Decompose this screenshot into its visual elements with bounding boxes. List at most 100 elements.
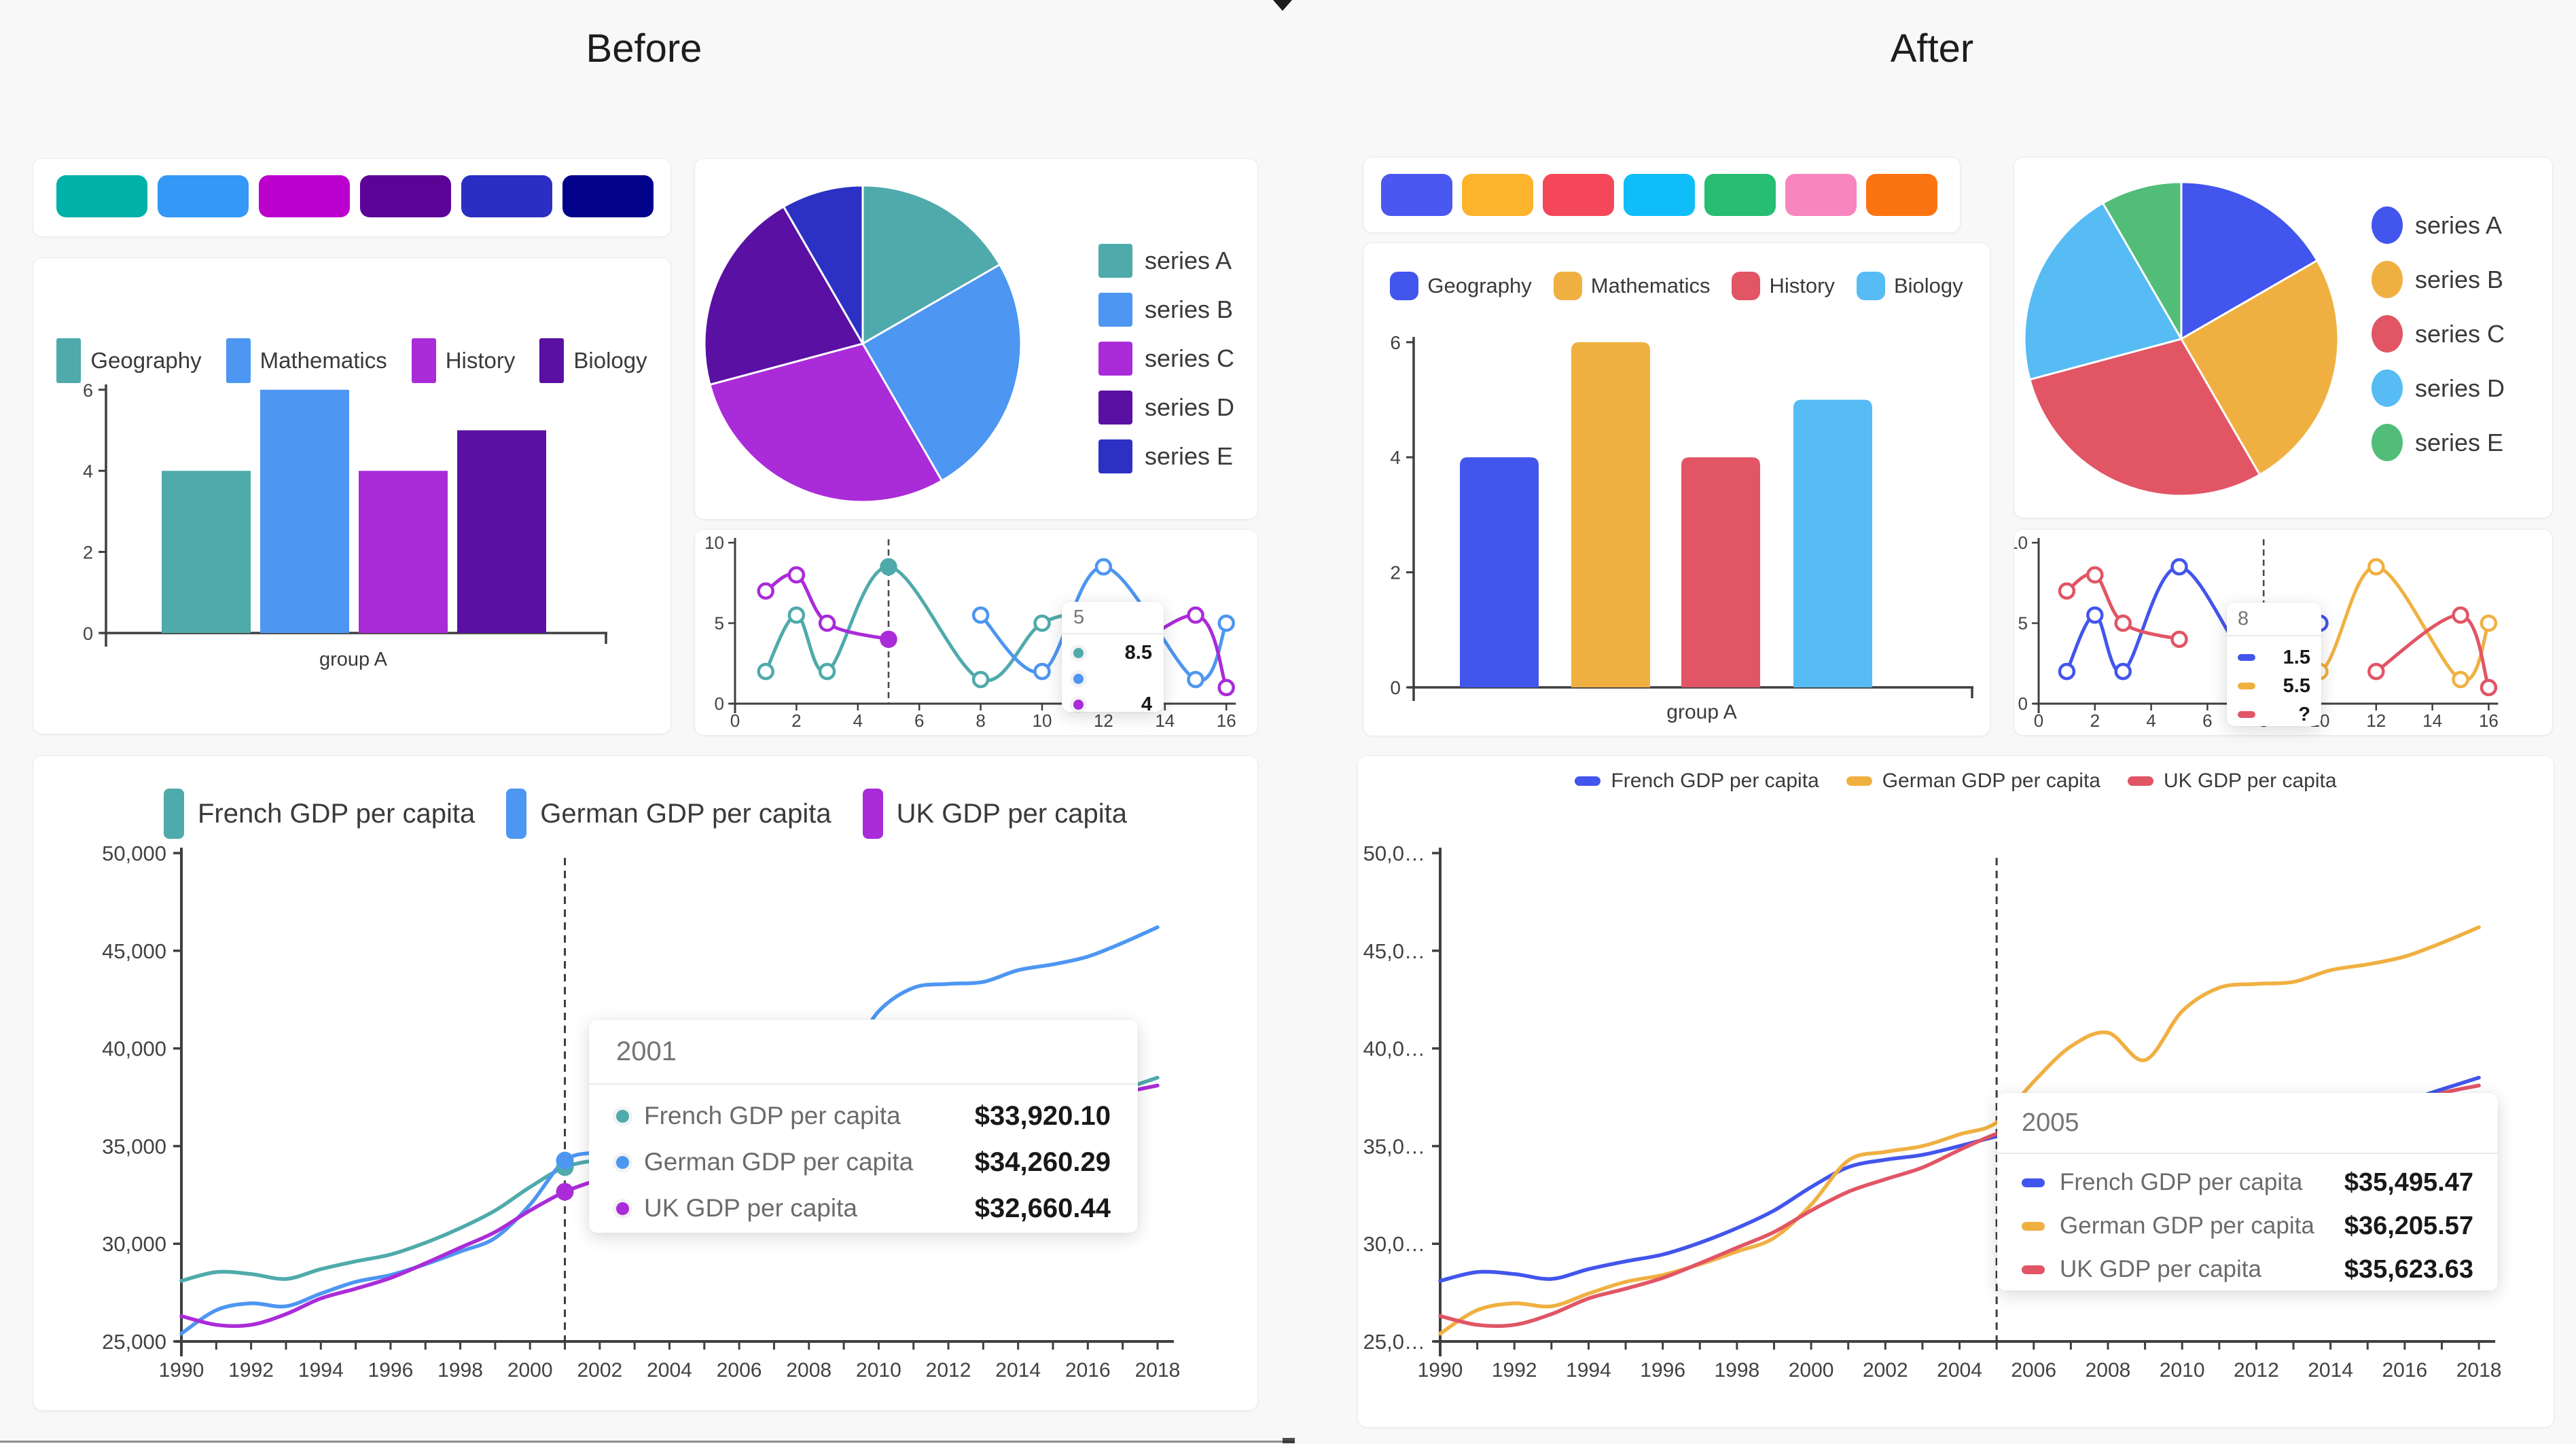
tooltip-row (1073, 666, 1152, 691)
axis-label: 1996 (1640, 1359, 1685, 1382)
tooltip-value: $36,205.57 (2344, 1211, 2473, 1240)
tooltip-row: German GDP per capita $34,260.29 (616, 1139, 1111, 1185)
legend-item[interactable]: French GDP per capita (1575, 770, 1819, 793)
highlight-point[interactable] (880, 631, 897, 648)
series-line[interactable] (2064, 572, 2181, 641)
data-point[interactable] (2452, 606, 2469, 624)
data-point[interactable] (1217, 679, 1235, 697)
axis-label: 4 (1390, 447, 1401, 468)
series-line[interactable] (764, 565, 1105, 683)
legend-item[interactable]: series C (1098, 342, 1234, 376)
data-point[interactable] (2086, 566, 2104, 584)
data-point[interactable] (1094, 558, 1113, 576)
legend-item[interactable]: German GDP per capita (506, 789, 831, 839)
data-point[interactable] (2480, 679, 2498, 697)
bar[interactable] (457, 430, 546, 634)
legend-item[interactable]: series B (1098, 293, 1234, 327)
data-point[interactable] (2480, 614, 2498, 632)
pie-slice[interactable] (709, 342, 943, 503)
data-point[interactable] (757, 582, 774, 600)
bar[interactable] (1460, 457, 1539, 687)
tooltip-row: French GDP per capita $33,920.10 (616, 1093, 1111, 1139)
pie-chart-card-before: series A series B series C series D series E (694, 158, 1258, 520)
data-point[interactable] (787, 566, 806, 584)
bar[interactable] (359, 471, 448, 633)
pie-slice[interactable] (861, 264, 1022, 482)
legend-item[interactable]: series A (2372, 206, 2505, 244)
data-point[interactable] (1033, 662, 1051, 681)
series-line[interactable] (764, 572, 891, 641)
data-point[interactable] (818, 614, 836, 632)
pie-slice[interactable] (783, 184, 864, 345)
data-point[interactable] (1033, 614, 1051, 632)
data-point[interactable] (2170, 630, 2188, 648)
legend-item[interactable]: Biology (539, 338, 647, 383)
pie-slice[interactable] (2180, 259, 2340, 476)
tooltip-label: UK GDP per capita (2060, 1256, 2261, 1282)
data-point[interactable] (1187, 606, 1204, 624)
data-point[interactable] (2114, 662, 2132, 681)
data-point[interactable] (2452, 670, 2469, 689)
highlight-point[interactable] (556, 1151, 574, 1170)
bar[interactable] (1793, 399, 1872, 688)
series-dash (2238, 654, 2255, 661)
legend-item[interactable]: UK GDP per capita (2127, 770, 2337, 793)
bar[interactable] (162, 471, 251, 633)
axis-label: 45,000 (102, 939, 166, 963)
legend-swatch (411, 338, 436, 383)
data-point[interactable] (971, 606, 990, 624)
legend-item[interactable]: series E (2372, 424, 2505, 461)
axis-label: 2006 (717, 1359, 762, 1382)
data-point[interactable] (2367, 662, 2385, 681)
data-point[interactable] (1217, 614, 1235, 632)
pie-slice[interactable] (2180, 181, 2319, 340)
bar[interactable] (1571, 342, 1650, 687)
legend-item[interactable]: series D (1098, 391, 1234, 425)
data-point[interactable] (2086, 606, 2104, 624)
legend-item[interactable]: History (411, 338, 515, 383)
legend-item[interactable]: Biology (1856, 272, 1963, 300)
series-line[interactable] (1438, 925, 2481, 1336)
highlight-point[interactable] (880, 558, 897, 575)
data-point[interactable] (2058, 662, 2076, 681)
data-point[interactable] (2058, 582, 2076, 600)
bar[interactable] (1681, 457, 1760, 687)
legend-item[interactable]: UK GDP per capita (862, 789, 1127, 839)
legend-item[interactable]: German GDP per capita (1846, 770, 2100, 793)
data-point[interactable] (2367, 558, 2385, 576)
legend-item[interactable]: Mathematics (1553, 272, 1710, 300)
axis-label: 2018 (1135, 1359, 1181, 1382)
legend-item[interactable]: series C (2372, 315, 2505, 353)
legend-item[interactable]: Geography (56, 338, 202, 383)
highlight-point[interactable] (556, 1183, 574, 1201)
palette-swatch (360, 175, 451, 217)
line-chart-card-before: 0 2 4 6 8 10 12 14 16 0 5 10 5 8.5 4 (694, 529, 1258, 736)
legend-item[interactable]: series E (1098, 439, 1234, 473)
pie-slice[interactable] (703, 205, 864, 386)
axis-label: 1992 (1492, 1359, 1537, 1382)
pie-slice[interactable] (2028, 338, 2261, 497)
screen-edge-line (0, 1441, 1295, 1443)
pie-slice[interactable] (2023, 202, 2183, 381)
data-point[interactable] (1187, 670, 1204, 689)
axis-label: 2010 (856, 1359, 901, 1382)
legend-item[interactable]: series A (1098, 244, 1234, 278)
legend-item[interactable]: History (1732, 272, 1835, 300)
legend-item[interactable]: series B (2372, 261, 2505, 298)
legend-item[interactable]: series D (2372, 369, 2505, 407)
data-point[interactable] (2170, 558, 2188, 576)
bar[interactable] (260, 389, 349, 633)
legend-item[interactable]: Mathematics (226, 338, 387, 383)
tooltip-value: $33,920.10 (974, 1100, 1111, 1131)
legend-item[interactable]: French GDP per capita (163, 789, 475, 839)
data-point[interactable] (2114, 614, 2132, 632)
legend-swatch (1732, 272, 1761, 300)
pie-slice[interactable] (861, 184, 1001, 345)
tooltip-row: 8.5 (1073, 640, 1152, 666)
data-point[interactable] (757, 662, 774, 681)
pie-slice[interactable] (2102, 181, 2183, 340)
legend-item[interactable]: Geography (1390, 272, 1532, 300)
data-point[interactable] (971, 670, 990, 689)
data-point[interactable] (787, 606, 806, 624)
data-point[interactable] (818, 662, 836, 681)
